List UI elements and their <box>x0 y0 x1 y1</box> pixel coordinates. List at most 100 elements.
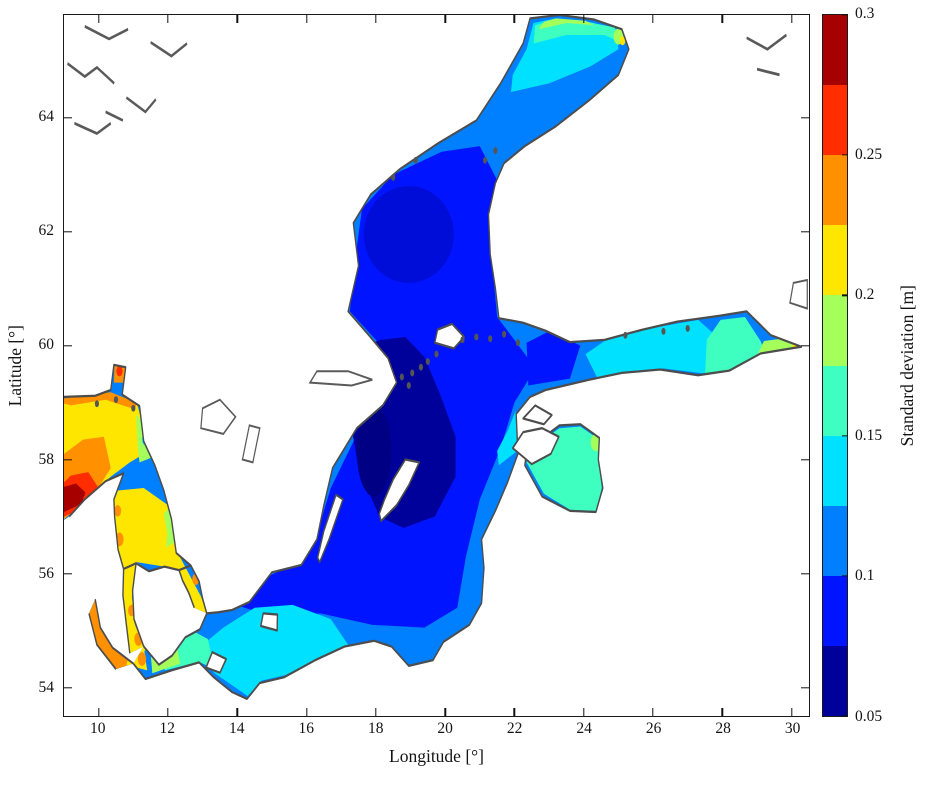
island-aland <box>434 322 465 350</box>
y-tick-label: 56 <box>38 565 55 583</box>
region-west-saaremaa-cyan <box>497 411 518 466</box>
x-tick-mark <box>721 708 724 716</box>
x-tick-mark <box>167 708 169 716</box>
x-tick-mark <box>513 708 516 716</box>
x-tick-label: 28 <box>715 720 731 737</box>
colorbar-tick-mark <box>842 715 847 717</box>
x-axis-label: Longitude [°] <box>389 746 484 766</box>
colorbar-band <box>823 154 847 226</box>
y-tick-mark-right <box>801 116 809 119</box>
colorbar-band <box>823 224 847 296</box>
y-tick-mark-right <box>801 458 809 461</box>
y-tick-mark <box>64 230 72 233</box>
x-tick-label: 20 <box>437 720 453 737</box>
y-tick-label: 64 <box>38 107 55 125</box>
island-bornholm <box>260 612 279 632</box>
region-bothnian-sea-core <box>363 185 454 283</box>
x-tick-label: 26 <box>645 720 662 737</box>
map-transform-group <box>64 15 808 701</box>
y-tick-mark-right <box>801 230 809 233</box>
map-islands <box>205 322 560 674</box>
x-tick-mark <box>790 708 793 716</box>
colorbar-bands <box>823 14 847 717</box>
colorbar-band <box>823 14 847 86</box>
x-tick-labels: 10 12 14 16 18 20 22 24 26 28 30 <box>63 719 810 741</box>
colorbar-tick-mark <box>842 294 847 297</box>
colorbar-band <box>823 575 847 646</box>
lake-vattern <box>241 424 261 464</box>
map-std-regions <box>64 15 802 699</box>
x-tick-mark-top <box>583 15 585 23</box>
y-tick-mark <box>64 344 72 347</box>
region-jutland-coast-orange-2 <box>114 505 122 517</box>
island-hiiumaa <box>522 404 553 426</box>
region-bothnian-bay-fringe <box>538 18 595 30</box>
y-tick-mark-right <box>801 572 809 575</box>
colorbar-tick-mark <box>842 154 847 156</box>
x-tick-mark <box>444 708 446 716</box>
x-tick-mark-top <box>652 15 654 23</box>
plot-area <box>63 14 810 717</box>
y-tick-label: 60 <box>38 336 55 354</box>
y-tick-mark-right <box>801 344 809 347</box>
y-tick-label: 62 <box>38 222 55 240</box>
x-tick-label: 22 <box>506 720 523 737</box>
x-tick-mark-top <box>790 15 793 23</box>
region-fehmarn-orange <box>137 652 147 666</box>
colorbar-tick-mark <box>842 14 847 16</box>
x-axis-label-wrap: Longitude [°] <box>63 746 810 767</box>
x-tick-label: 12 <box>159 720 175 737</box>
y-tick-labels: 54 56 58 60 62 64 <box>0 14 57 717</box>
region-central-deep-blue <box>235 146 536 628</box>
map-fjord-marks <box>67 25 787 136</box>
colorbar-tick-mark <box>842 575 847 577</box>
region-gof-central-cyan <box>585 319 721 379</box>
x-tick-label: 18 <box>367 720 384 737</box>
colorbar-band <box>823 84 847 156</box>
colorbar-band <box>823 365 847 436</box>
colorbar-tick-labels: 0.05 0.1 0.15 0.2 0.25 0.3 <box>855 5 915 725</box>
x-tick-label: 10 <box>89 720 106 737</box>
lake-vanern <box>200 398 237 435</box>
x-tick-label: 16 <box>298 720 314 737</box>
y-tick-label: 58 <box>38 450 55 468</box>
island-saaremaa <box>512 427 560 466</box>
x-tick-mark <box>236 708 238 716</box>
colorbar-tick-label: 0.05 <box>855 708 883 725</box>
x-tick-mark-top <box>236 15 238 23</box>
region-skagerrak-dark-red <box>64 483 86 512</box>
colorbar-tick-mark <box>842 434 847 437</box>
map-lakes <box>200 278 808 464</box>
island-oland <box>316 493 344 564</box>
island-ruegen <box>205 651 227 674</box>
lake-malaren <box>308 370 373 387</box>
y-tick-label: 54 <box>38 679 55 697</box>
x-tick-mark <box>375 708 377 716</box>
region-kattegat-belts-yellow <box>113 488 207 655</box>
lake-ladoga-edge <box>789 278 808 310</box>
colorbar-band <box>823 295 847 366</box>
x-tick-mark <box>583 708 585 716</box>
x-tick-mark-top <box>97 15 100 23</box>
y-tick-mark <box>64 116 72 119</box>
colorbar-band <box>823 645 847 716</box>
colorbar-tick-label: 0.25 <box>855 145 883 163</box>
x-tick-mark-top <box>444 15 446 23</box>
y-tick-mark <box>64 572 72 575</box>
colorbar-tick-label: 0.15 <box>855 426 883 444</box>
map-archipelago-dots <box>94 147 690 412</box>
x-tick-mark <box>305 708 308 716</box>
x-tick-mark-top <box>721 15 724 23</box>
y-tick-mark <box>64 458 72 461</box>
island-gotland <box>378 458 420 523</box>
region-south-coastal-cyan <box>202 604 349 697</box>
region-oslofjord-red <box>116 366 123 377</box>
x-tick-mark <box>97 708 100 716</box>
colorbar-tick-label: 0.2 <box>855 286 875 304</box>
region-bohuslan-green <box>136 413 155 463</box>
x-tick-mark-top <box>513 15 516 23</box>
x-tick-mark-top <box>375 15 377 23</box>
x-tick-mark <box>652 708 654 716</box>
colorbar-band <box>823 505 847 576</box>
